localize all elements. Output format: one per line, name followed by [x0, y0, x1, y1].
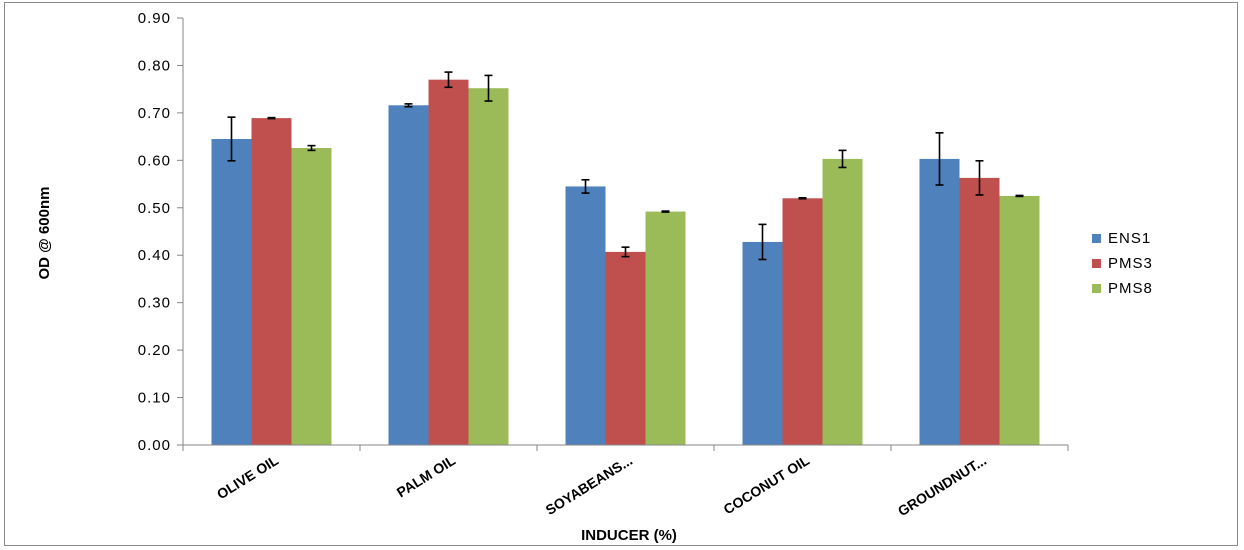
bar-pms3: [428, 79, 469, 445]
bar-chart: 0.00 0.10 0.20 0.30 0.40 0.50 0.60 0.70 0.80 0.90…: [36, 10, 1153, 544]
bar-pms8: [291, 147, 332, 445]
bar-pms8: [468, 88, 509, 446]
bar-ens1: [919, 158, 960, 445]
error-bar: [621, 246, 630, 258]
error-bar: [581, 178, 590, 194]
error-bar: [1015, 194, 1024, 198]
error-bar: [935, 132, 944, 186]
y-tick-label: 0.10: [138, 390, 171, 407]
y-tick-label: 0.20: [138, 342, 171, 359]
bar-pms3: [251, 118, 292, 445]
y-tick-label: 0.00: [138, 437, 171, 454]
x-category-label: SOYABEANS...: [543, 452, 636, 518]
error-bar: [758, 223, 767, 261]
bar-pms3: [605, 251, 646, 445]
bar-ens1: [565, 186, 606, 445]
error-bar: [444, 71, 453, 89]
y-axis: 0.00 0.10 0.20 0.30 0.40 0.50 0.60 0.70 0.80 0.90: [138, 10, 184, 454]
legend-item: PMS3: [1092, 255, 1153, 272]
x-axis-title: INDUCER (%): [581, 527, 677, 544]
bar-pms8: [999, 195, 1040, 445]
y-tick-label: 0.40: [138, 247, 171, 264]
bar-pms8: [645, 211, 686, 445]
legend: ENS1 PMS3 PMS8: [1092, 230, 1153, 297]
bars: [211, 79, 1040, 446]
x-axis: OLIVE OIL PALM OIL SOYABEANS... COCONUT OIL…: [182, 444, 1069, 519]
legend-item: ENS1: [1092, 230, 1151, 247]
error-bar: [267, 116, 276, 120]
error-bar: [484, 74, 493, 102]
legend-swatch: [1092, 284, 1101, 293]
x-category-label: COCONUT OIL: [721, 452, 813, 518]
error-bar: [227, 116, 236, 162]
bar-pms8: [822, 158, 863, 445]
bar-ens1: [388, 105, 429, 445]
x-category-label: GROUNDNUT...: [895, 452, 989, 519]
y-tick-label: 0.70: [138, 105, 171, 122]
legend-swatch: [1092, 234, 1101, 243]
error-bars: [227, 71, 1024, 261]
bar-ens1: [211, 138, 252, 445]
error-bar: [307, 144, 316, 152]
y-tick-label: 0.50: [138, 200, 171, 217]
chart-frame: 0.00 0.10 0.20 0.30 0.40 0.50 0.60 0.70 0.80 0.90…: [4, 2, 1238, 546]
legend-item: PMS8: [1092, 280, 1153, 297]
y-tick-label: 0.80: [138, 57, 171, 74]
error-bar: [975, 160, 984, 196]
legend-label: PMS3: [1108, 255, 1153, 272]
bar-pms3: [782, 198, 823, 445]
y-tick-label: 0.60: [138, 152, 171, 169]
bar-pms3: [959, 177, 1000, 446]
error-bar: [661, 210, 670, 213]
x-category-label: OLIVE OIL: [214, 452, 282, 502]
y-axis-title: OD @ 600nm: [36, 187, 53, 280]
error-bar: [798, 197, 807, 200]
legend-label: PMS8: [1108, 280, 1153, 297]
y-tick-label: 0.90: [138, 10, 171, 27]
y-tick-label: 0.30: [138, 295, 171, 312]
legend-label: ENS1: [1108, 230, 1151, 247]
error-bar: [404, 103, 413, 108]
error-bar: [838, 149, 847, 169]
x-category-label: PALM OIL: [394, 452, 459, 501]
legend-swatch: [1092, 259, 1101, 268]
bar-ens1: [742, 241, 783, 445]
